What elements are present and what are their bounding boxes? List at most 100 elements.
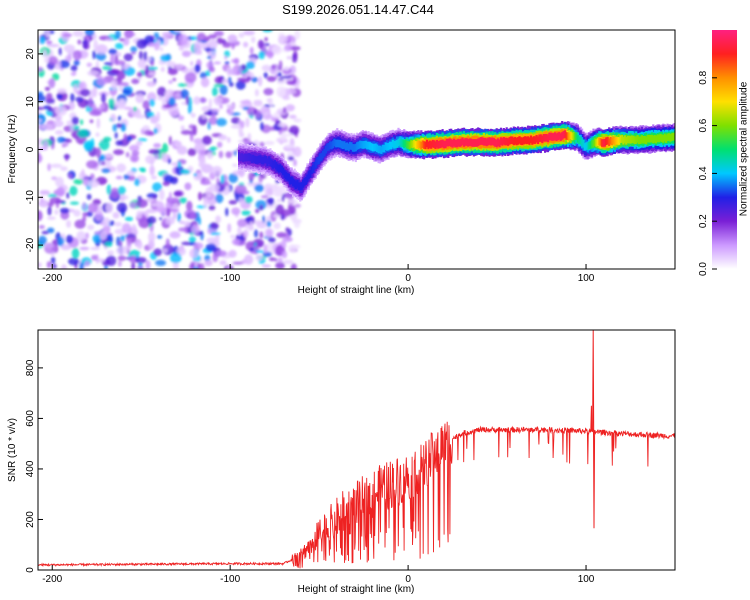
ridge-cell — [620, 135, 624, 143]
noise-blob — [42, 49, 48, 58]
noise-blob — [112, 212, 120, 219]
ridge-cell — [366, 141, 369, 150]
ridge-cell — [569, 131, 572, 140]
noise-blob — [95, 52, 107, 61]
ridge-cell — [410, 140, 413, 148]
noise-blob — [234, 184, 247, 194]
y-tick-label: -10 — [25, 190, 36, 205]
noise-blob — [116, 70, 126, 80]
ridge-cell — [605, 137, 608, 145]
noise-blob — [79, 262, 84, 269]
ridge-cell — [494, 139, 497, 147]
ridge-cell — [571, 132, 574, 141]
ridge-cell — [491, 137, 494, 146]
noise-blob — [148, 239, 155, 250]
noise-blob — [213, 96, 224, 104]
ridge-cell — [337, 139, 340, 148]
noise-blob — [208, 98, 212, 109]
noise-blob — [232, 261, 244, 265]
ridge-cell — [609, 136, 612, 145]
noise-blob — [278, 60, 283, 72]
ridge-cell — [401, 139, 404, 147]
noise-blob — [273, 222, 281, 230]
ridge-cell — [341, 141, 345, 149]
ridge-cell — [526, 136, 530, 144]
ridge-cell — [413, 139, 416, 148]
ridge-cell — [380, 146, 383, 154]
noise-blob — [190, 61, 194, 66]
noise-blob — [75, 96, 84, 103]
noise-blob — [208, 66, 215, 73]
ridge-cell — [618, 137, 621, 145]
noise-blob — [85, 232, 89, 239]
noise-blob — [215, 233, 220, 243]
ridge-cell — [279, 164, 282, 172]
ridge-cell — [349, 141, 352, 150]
ridge-cell — [420, 141, 423, 150]
ridge-cell — [299, 182, 302, 191]
ridge-cell — [286, 173, 289, 181]
noise-blob — [261, 64, 272, 72]
noise-blob — [244, 217, 253, 222]
colorbar-label: Normalized spectral amplitude — [739, 81, 750, 216]
noise-blob — [276, 232, 287, 238]
noise-blob — [241, 210, 251, 216]
ridge-cell — [522, 136, 525, 145]
ridge-cell — [297, 182, 300, 190]
noise-blob — [131, 224, 137, 235]
spectrogram-marks — [38, 30, 675, 269]
ridge-cell — [660, 134, 663, 143]
noise-blob — [65, 153, 69, 162]
noise-blob — [42, 123, 54, 131]
ridge-cell — [629, 136, 632, 144]
noise-blob — [149, 165, 155, 176]
noise-blob — [280, 209, 293, 217]
ridge-cell — [407, 141, 410, 149]
ridge-cell — [351, 144, 354, 152]
noise-blob — [118, 240, 123, 247]
noise-blob — [92, 50, 96, 60]
ridge-cell — [575, 132, 578, 140]
noise-blob — [211, 108, 220, 113]
noise-blob — [231, 207, 241, 215]
ridge-cell — [464, 138, 467, 146]
ridge-cell — [376, 144, 379, 153]
noise-blob — [285, 227, 290, 233]
ridge-cell — [424, 141, 427, 150]
noise-blob — [106, 184, 112, 195]
noise-blob — [136, 38, 148, 49]
noise-blob — [146, 92, 157, 102]
ridge-cell — [320, 153, 323, 161]
noise-blob — [109, 220, 115, 226]
ridge-cell — [405, 140, 409, 149]
ridge-cell — [544, 134, 547, 142]
noise-blob — [258, 51, 266, 60]
noise-blob — [150, 115, 159, 124]
ridge-cell — [371, 143, 374, 152]
noise-blob — [276, 80, 286, 85]
noise-blob — [214, 76, 224, 85]
noise-blob — [58, 47, 62, 56]
x-tick-label: -100 — [220, 273, 240, 284]
noise-blob — [82, 216, 87, 222]
colorbar-tick-label: 0.6 — [698, 118, 709, 132]
ridge-cell — [548, 132, 551, 141]
noise-blob — [209, 146, 218, 150]
noise-blob — [133, 106, 137, 112]
noise-blob — [286, 80, 297, 85]
noise-blob — [276, 86, 287, 98]
noise-blob — [215, 215, 222, 224]
noise-blob — [120, 234, 125, 242]
noise-blob — [154, 154, 160, 160]
ridge-cell — [387, 142, 390, 151]
noise-blob — [86, 62, 93, 67]
noise-blob — [114, 132, 118, 139]
x-tick-label: 0 — [405, 574, 411, 585]
y-tick-label: 800 — [25, 359, 36, 376]
noise-blob — [46, 40, 53, 45]
noise-blob — [210, 232, 221, 236]
noise-blob — [129, 249, 141, 257]
noise-blob — [46, 216, 56, 220]
ridge-cell — [445, 138, 448, 147]
noise-blob — [77, 129, 89, 138]
